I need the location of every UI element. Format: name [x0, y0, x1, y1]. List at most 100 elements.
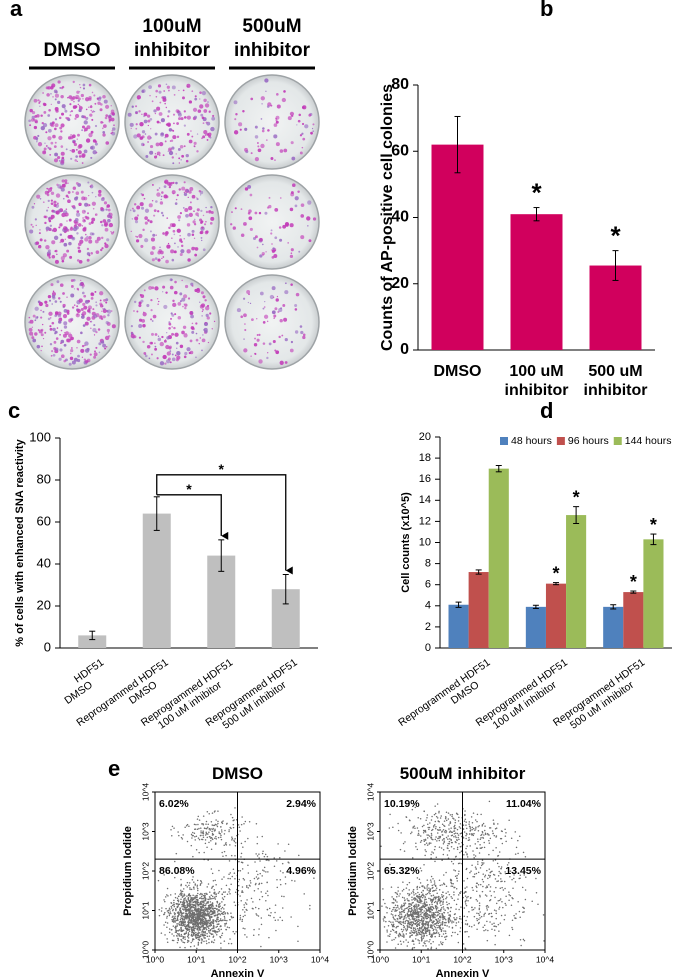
colony	[188, 197, 189, 198]
cell-event	[180, 935, 182, 937]
colony	[86, 216, 89, 219]
colony	[295, 196, 299, 200]
cell-event	[472, 876, 474, 878]
cell-event	[267, 890, 269, 892]
cell-event	[463, 880, 465, 882]
cell-event	[180, 927, 182, 929]
colony	[255, 157, 259, 161]
colony	[271, 249, 272, 250]
cell-event	[424, 906, 426, 908]
colony	[51, 202, 54, 205]
colony	[97, 97, 101, 101]
colony	[186, 154, 189, 157]
cell-event	[421, 840, 423, 842]
cell-event	[257, 878, 259, 880]
cell-event	[415, 842, 417, 844]
colony	[39, 329, 43, 333]
bar	[566, 515, 586, 648]
cell-event	[194, 824, 196, 826]
cell-event	[246, 885, 248, 887]
colony	[161, 118, 165, 122]
colony	[273, 314, 276, 317]
cell-event	[298, 855, 300, 857]
cell-event	[483, 862, 485, 864]
colony	[278, 308, 282, 312]
cell-event	[471, 926, 473, 928]
cell-event	[197, 829, 199, 831]
colony	[202, 135, 205, 138]
colony	[61, 330, 63, 332]
cell-event	[224, 851, 226, 853]
cell-event	[459, 931, 461, 933]
colony	[282, 304, 285, 307]
cell-event	[493, 891, 495, 893]
cell-event	[424, 830, 426, 832]
cell-event	[445, 919, 447, 921]
cell-event	[429, 911, 431, 913]
cell-event	[180, 899, 182, 901]
colony	[45, 131, 47, 133]
colony	[243, 222, 247, 226]
colony	[59, 348, 62, 351]
cell-event	[438, 920, 440, 922]
cell-event	[183, 898, 185, 900]
cell-event	[453, 869, 455, 871]
cell-event	[259, 860, 261, 862]
colony	[243, 313, 247, 317]
cell-event	[499, 900, 501, 902]
cell-event	[260, 891, 262, 893]
colony	[174, 234, 176, 236]
cell-event	[195, 922, 197, 924]
cell-event	[204, 908, 206, 910]
cell-event	[220, 947, 222, 949]
cell-event	[184, 936, 186, 938]
colony	[90, 327, 92, 329]
cell-event	[440, 941, 442, 943]
cell-event	[431, 876, 433, 878]
colony	[267, 129, 270, 132]
colony	[51, 85, 53, 87]
cell-event	[414, 913, 416, 915]
x-tick-label: DMSO	[434, 363, 482, 380]
cell-event	[229, 893, 231, 895]
colony	[155, 90, 158, 93]
colony	[168, 327, 171, 330]
colony	[57, 156, 60, 159]
colony	[87, 252, 90, 255]
cell-event	[476, 928, 478, 930]
cell-event	[171, 919, 173, 921]
cell-event	[457, 847, 459, 849]
colony	[60, 233, 62, 235]
colony	[76, 91, 79, 94]
cell-event	[201, 903, 203, 905]
colony	[302, 123, 304, 125]
colony	[152, 184, 154, 186]
quadrant-percent: 2.94%	[286, 798, 316, 810]
cell-event	[398, 934, 400, 936]
colony	[180, 345, 183, 348]
colony	[36, 141, 37, 142]
colony	[151, 238, 155, 242]
colony	[175, 354, 177, 356]
colony	[274, 307, 277, 310]
cell-event	[498, 924, 500, 926]
colony	[158, 338, 162, 342]
cell-event	[543, 914, 545, 916]
colony	[200, 114, 203, 117]
cell-event	[443, 908, 445, 910]
colony	[148, 125, 149, 126]
colony	[68, 242, 72, 246]
colony	[68, 137, 71, 140]
cell-event	[465, 838, 467, 840]
colony	[145, 222, 148, 225]
cell-event	[522, 911, 524, 913]
cell-event	[423, 839, 425, 841]
colony	[89, 114, 92, 117]
cell-event	[423, 930, 425, 932]
colony	[74, 304, 76, 306]
cell-event	[423, 910, 425, 912]
cell-event	[217, 902, 219, 904]
colony	[90, 105, 93, 108]
cell-event	[440, 817, 442, 819]
